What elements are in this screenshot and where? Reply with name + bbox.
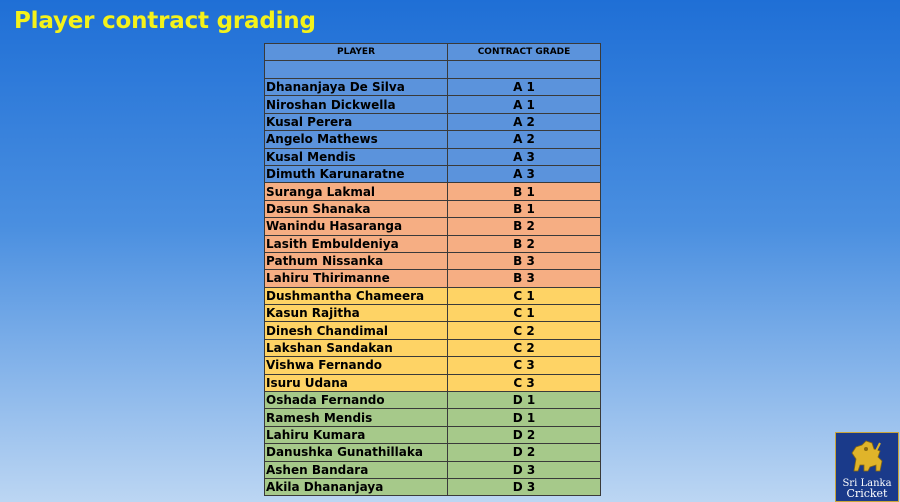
contract-grade: A 2 (447, 112, 601, 132)
table-row: Akila Dhananjaya D 3 (264, 477, 601, 497)
contract-grade: A 2 (447, 130, 601, 149)
table-row: Lahiru Thirimanne B 3 (264, 269, 601, 288)
table-row: Lasith Embuldeniya B 2 (264, 234, 601, 253)
player-name: Danushka Gunathillaka (264, 443, 448, 462)
contract-table: PLAYER CONTRACT GRADE Dhananjaya De Silv… (264, 43, 601, 497)
contract-grade: A 3 (447, 147, 601, 166)
table-row: Lakshan Sandakan C 2 (264, 338, 601, 358)
player-name: Pathum Nissanka (264, 251, 448, 271)
sri-lanka-cricket-logo: Sri Lanka Cricket (835, 432, 899, 502)
blank-cell (447, 60, 601, 79)
contract-grade: A 1 (447, 77, 601, 97)
contract-grade: A 1 (447, 95, 601, 114)
header-player: PLAYER (264, 43, 448, 61)
contract-grade: B 1 (447, 182, 601, 201)
contract-grade: C 1 (447, 304, 601, 323)
table-row: Dimuth Karunaratne A 3 (264, 164, 601, 184)
blank-cell (264, 60, 448, 79)
logo-line1: Sri Lanka (842, 478, 892, 489)
player-name: Dushmantha Chameera (264, 286, 448, 306)
page-title: Player contract grading (14, 8, 316, 34)
player-name: Dasun Shanaka (264, 199, 448, 219)
player-name: Ashen Bandara (264, 460, 448, 479)
table-row: Suranga Lakmal B 1 (264, 182, 601, 201)
table-row: Danushka Gunathillaka D 2 (264, 443, 601, 462)
contract-grade: C 2 (447, 338, 601, 358)
contract-grade: D 1 (447, 391, 601, 410)
player-name: Vishwa Fernando (264, 356, 448, 375)
player-name: Lakshan Sandakan (264, 338, 448, 358)
table-row: Ramesh Mendis D 1 (264, 408, 601, 427)
logo-line2: Cricket (846, 487, 888, 500)
player-name: Lahiru Thirimanne (264, 269, 448, 288)
table-row: Oshada Fernando D 1 (264, 391, 601, 410)
table-row: Dushmantha Chameera C 1 (264, 286, 601, 306)
table-header-row: PLAYER CONTRACT GRADE (264, 43, 601, 61)
player-name: Isuru Udana (264, 373, 448, 393)
contract-grade: D 2 (447, 443, 601, 462)
header-contract-grade: CONTRACT GRADE (447, 43, 601, 61)
contract-grade: B 1 (447, 199, 601, 219)
player-name: Dinesh Chandimal (264, 321, 448, 340)
table-row: Dhananjaya De Silva A 1 (264, 77, 601, 97)
contract-grade: C 3 (447, 373, 601, 393)
table-row: Dinesh Chandimal C 2 (264, 321, 601, 340)
contract-grade: C 2 (447, 321, 601, 340)
player-name: Angelo Mathews (264, 130, 448, 149)
table-row: Vishwa Fernando C 3 (264, 356, 601, 375)
table-row: Lahiru Kumara D 2 (264, 425, 601, 445)
table-row: Dasun Shanaka B 1 (264, 199, 601, 219)
contract-grade: C 3 (447, 356, 601, 375)
table-row: Isuru Udana C 3 (264, 373, 601, 393)
player-name: Oshada Fernando (264, 391, 448, 410)
contract-grade: C 1 (447, 286, 601, 306)
contract-grade: B 3 (447, 251, 601, 271)
player-name: Lasith Embuldeniya (264, 234, 448, 253)
contract-grade: B 2 (447, 217, 601, 236)
contract-grade: D 3 (447, 460, 601, 479)
contract-grade: D 3 (447, 477, 601, 497)
player-name: Ramesh Mendis (264, 408, 448, 427)
table-row: Wanindu Hasaranga B 2 (264, 217, 601, 236)
table-row: Kusal Mendis A 3 (264, 147, 601, 166)
table-row: Ashen Bandara D 3 (264, 460, 601, 479)
table-row: Kasun Rajitha C 1 (264, 304, 601, 323)
player-name: Lahiru Kumara (264, 425, 448, 445)
player-name: Dhananjaya De Silva (264, 77, 448, 97)
player-name: Suranga Lakmal (264, 182, 448, 201)
table-row: Kusal Perera A 2 (264, 112, 601, 132)
contract-grade: D 2 (447, 425, 601, 445)
table-row: Pathum Nissanka B 3 (264, 251, 601, 271)
contract-grade: D 1 (447, 408, 601, 427)
contract-grade: B 3 (447, 269, 601, 288)
player-name: Akila Dhananjaya (264, 477, 448, 497)
player-name: Kusal Mendis (264, 147, 448, 166)
player-name: Niroshan Dickwella (264, 95, 448, 114)
table-row: Niroshan Dickwella A 1 (264, 95, 601, 114)
player-name: Kasun Rajitha (264, 304, 448, 323)
table-row: Angelo Mathews A 2 (264, 130, 601, 149)
blank-row (264, 60, 601, 79)
player-name: Wanindu Hasaranga (264, 217, 448, 236)
contract-grade: A 3 (447, 164, 601, 184)
player-name: Kusal Perera (264, 112, 448, 132)
contract-grade: B 2 (447, 234, 601, 253)
player-name: Dimuth Karunaratne (264, 164, 448, 184)
lion-icon (846, 437, 888, 477)
